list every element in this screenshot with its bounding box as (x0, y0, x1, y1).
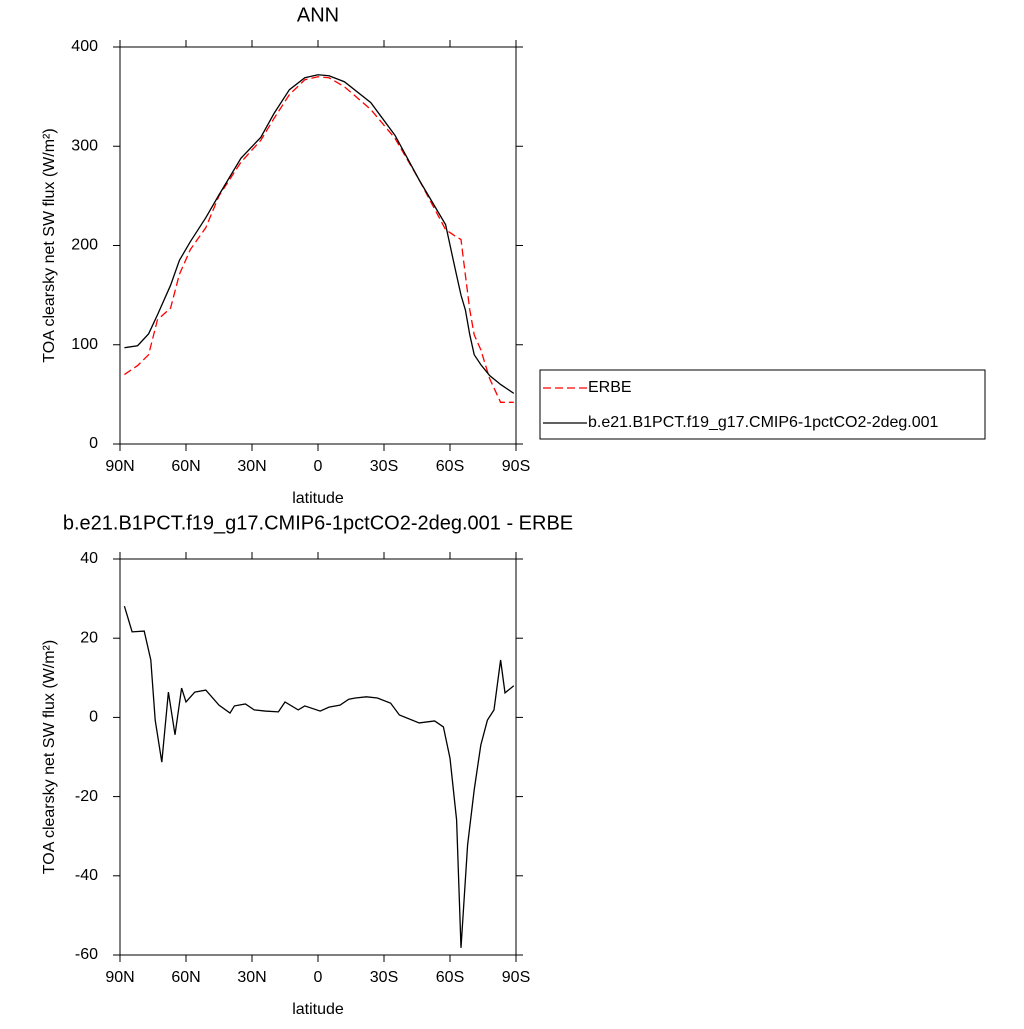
data-line (123, 605, 515, 948)
y-tick-label: 100 (71, 336, 98, 353)
y-tick-label: 200 (71, 237, 98, 254)
x-tick-label: 0 (314, 458, 323, 475)
chart-title: ANN (297, 4, 339, 26)
x-axis-label: latitude (292, 1001, 344, 1018)
y-axis-label: TOA clearsky net SW flux (W/m²) (41, 128, 58, 362)
x-tick-label: 90N (105, 969, 134, 986)
x-tick-label: 60N (171, 969, 200, 986)
data-line (124, 76, 514, 403)
plot-frame (119, 46, 517, 445)
x-tick-label: 60S (436, 458, 464, 475)
x-tick-label: 60S (436, 969, 464, 986)
x-tick-label: 0 (314, 969, 323, 986)
y-tick-label: 0 (89, 435, 98, 452)
x-tick-label: 30S (370, 969, 398, 986)
legend-box (539, 369, 986, 440)
x-tick-label: 30N (237, 458, 266, 475)
legend-label: b.e21.B1PCT.f19_g17.CMIP6-1pctCO2-2deg.0… (588, 414, 939, 431)
x-tick-label: 90N (105, 458, 134, 475)
x-tick-label: 60N (171, 458, 200, 475)
x-tick-label: 90S (502, 458, 530, 475)
y-tick-label: 40 (80, 550, 98, 567)
y-tick-label: -40 (75, 867, 98, 884)
x-tick-label: 90S (502, 969, 530, 986)
y-tick-label: 300 (71, 137, 98, 154)
legend-label: ERBE (588, 379, 632, 396)
y-tick-label: -20 (75, 788, 98, 805)
y-tick-label: 400 (71, 38, 98, 55)
y-tick-label: 20 (80, 629, 98, 646)
x-tick-label: 30S (370, 458, 398, 475)
chart-title: b.e21.B1PCT.f19_g17.CMIP6-1pctCO2-2deg.0… (63, 512, 573, 534)
data-line (124, 74, 515, 394)
plot-frame (119, 558, 517, 956)
y-tick-label: -60 (75, 946, 98, 963)
y-axis-label: TOA clearsky net SW flux (W/m²) (41, 640, 58, 874)
x-tick-label: 30N (237, 969, 266, 986)
y-tick-label: 0 (89, 709, 98, 726)
x-axis-label: latitude (292, 490, 344, 507)
